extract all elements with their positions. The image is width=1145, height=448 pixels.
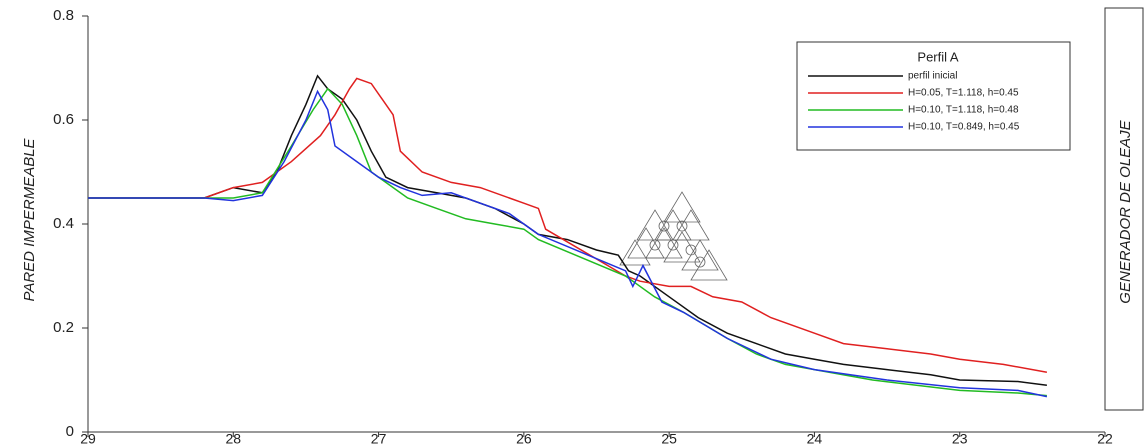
legend-box [796, 41, 1071, 151]
x-tick-label: 26 [516, 431, 532, 447]
side-box [1104, 7, 1144, 411]
y-tick-label: 0.8 [53, 7, 74, 24]
side-label: GENERADOR DE OLEAJE [1117, 119, 1134, 303]
breakwater [619, 191, 728, 281]
x-tick-label: 22 [1097, 431, 1113, 447]
legend-title: Perfil A [917, 49, 959, 64]
y-tick-label: 0.2 [53, 319, 74, 336]
series-line [88, 89, 1048, 398]
series-line [88, 77, 1048, 373]
y-tick-label: 0.6 [53, 111, 74, 128]
y-tick-label: 0 [66, 423, 74, 440]
x-tick-label: 23 [952, 431, 968, 447]
x-tick-label: 27 [371, 431, 387, 447]
y-tick-label: 0.4 [53, 215, 74, 232]
x-tick-label: 25 [661, 431, 677, 447]
legend-label: H=0.10, T=1.118, h=0.48 [908, 105, 1019, 116]
legend-label: H=0.05, T=1.118, h=0.45 [908, 88, 1019, 99]
x-tick-label: 24 [807, 431, 823, 447]
x-tick-label: 28 [225, 431, 241, 447]
y-axis-label: PARED IMPERMEABLE [21, 137, 38, 301]
legend-label: H=0.10, T=0.849, h=0.45 [908, 122, 1020, 133]
x-tick-label: 29 [80, 431, 96, 447]
legend-label: perfil inicial [908, 71, 957, 82]
